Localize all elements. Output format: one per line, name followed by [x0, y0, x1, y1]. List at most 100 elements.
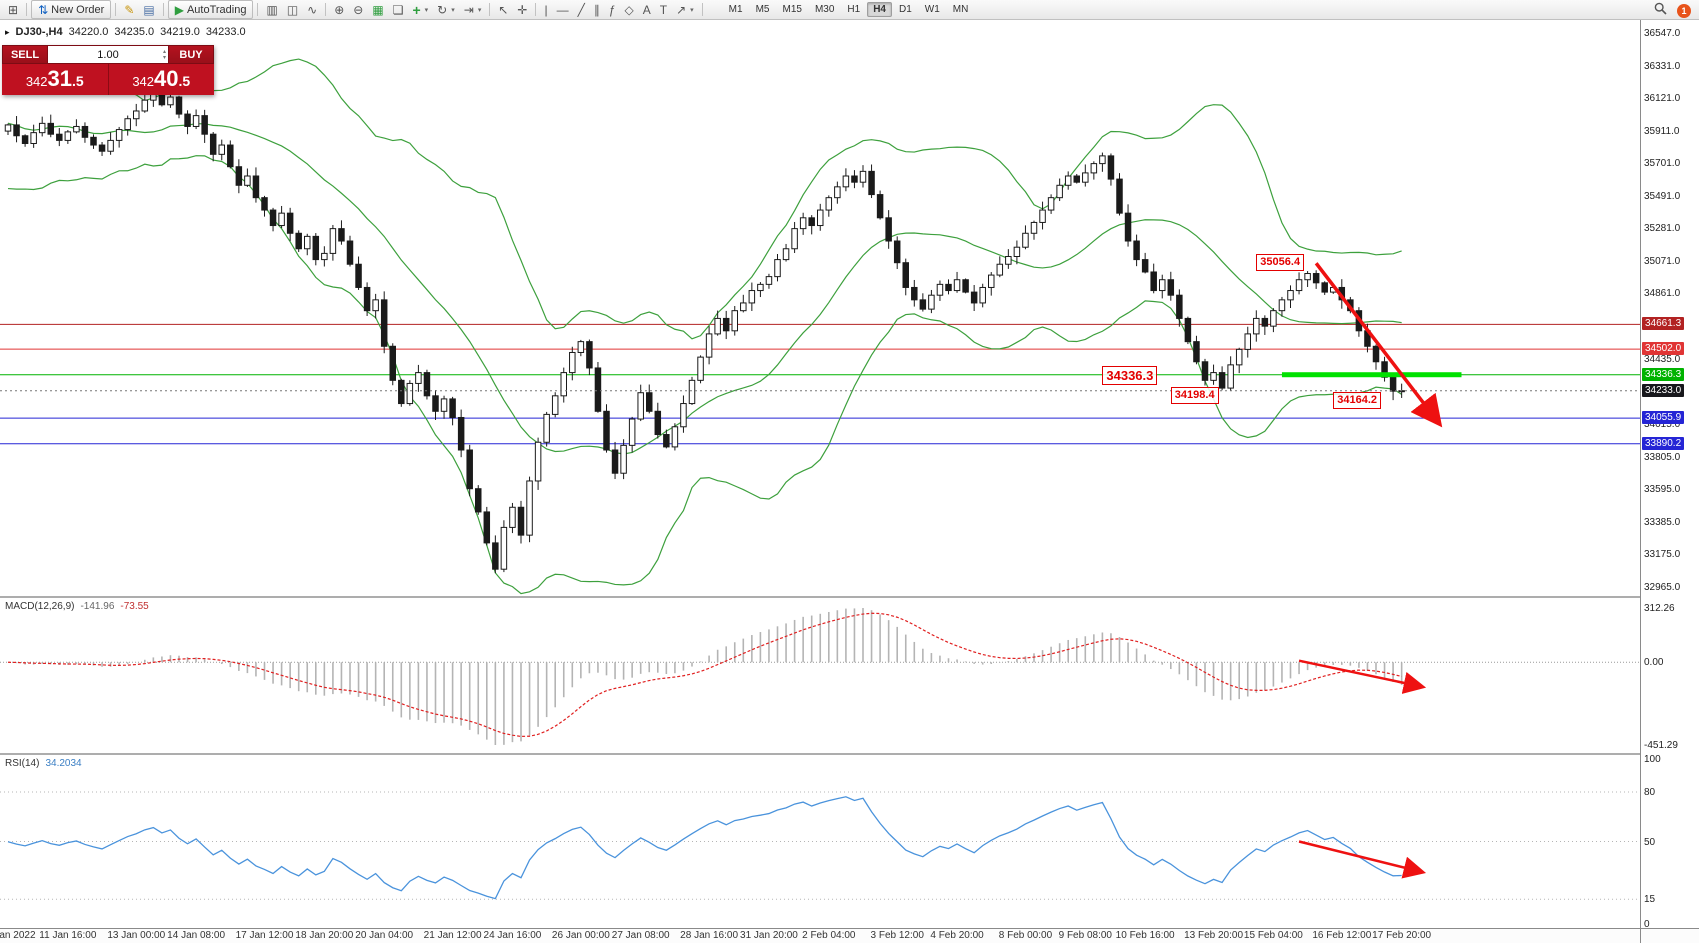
channel-button[interactable]: ∥	[590, 0, 604, 19]
macd-scale-min: -451.29	[1644, 740, 1678, 751]
new-order-button-label: New Order	[51, 3, 105, 16]
time-axis-label: 20 Jan 04:00	[355, 930, 414, 941]
market-watch-button[interactable]: ▤	[139, 0, 158, 19]
buy-price[interactable]: 342 40.5	[109, 64, 215, 95]
rsi-scale-label: 100	[1644, 754, 1661, 765]
macd-name: MACD(12,26,9)	[5, 601, 75, 612]
price-digits: .5	[72, 73, 84, 89]
timeframe-m5[interactable]: M5	[755, 4, 770, 15]
tile-windows-button[interactable]: ▦	[368, 0, 387, 19]
profiles-button-dropdown[interactable]: ▾	[451, 6, 455, 14]
macd-title: MACD(12,26,9) -141.96 -73.55	[5, 601, 149, 612]
text-label-button[interactable]: T	[656, 0, 671, 19]
timeframe-d1[interactable]: D1	[898, 4, 912, 15]
macd-signal-value: -73.55	[120, 601, 149, 612]
chart-shift-button[interactable]: ⇥ ▾	[460, 0, 486, 19]
zoom-out-button[interactable]: ⊖	[349, 0, 367, 19]
panel-splitter-macd[interactable]	[0, 596, 1641, 598]
cursor-icon: ↖	[498, 2, 509, 17]
price-tick-label: 33805.0	[1644, 451, 1681, 463]
price-axis[interactable]: 36547.0 36331.0 36121.0 35911.0 35701.0 35491…	[1640, 19, 1699, 930]
zoom-in-button[interactable]: ⊕	[330, 0, 348, 19]
indicators-button-dropdown[interactable]: ▾	[424, 6, 429, 14]
line-chart-button[interactable]: ∿	[303, 0, 321, 19]
panel-splitter-rsi[interactable]	[0, 753, 1641, 755]
volume-value[interactable]: 1.00	[97, 48, 119, 61]
rsi-value: 34.2034	[45, 758, 82, 769]
crosshair-button[interactable]: ✛	[513, 0, 531, 19]
shapes-button[interactable]: ◇	[621, 0, 638, 19]
level-price-label: 34336.3	[1642, 367, 1685, 381]
bar-chart-icon: ▥	[266, 2, 278, 17]
arrows-button-dropdown[interactable]: ▾	[690, 6, 694, 14]
timeframe-h4[interactable]: H4	[867, 2, 892, 17]
price-tick-label: 35911.0	[1644, 125, 1680, 137]
arrows-button[interactable]: ↗ ▾	[672, 0, 698, 19]
indicators-button[interactable]: + ▾	[408, 0, 432, 19]
new-chart-button[interactable]: ⊞	[4, 0, 22, 19]
timeframe-toolbar: M1 M5 M15 M30 H1 H4 D1 W1 MN	[723, 2, 975, 17]
profiles-button[interactable]: ↻ ▾	[433, 0, 459, 19]
buy-button[interactable]: BUY	[168, 45, 214, 64]
search-icon[interactable]	[1654, 2, 1667, 20]
cascade-windows-button[interactable]: ❏	[389, 0, 408, 19]
fibonacci-button[interactable]: ƒ	[605, 0, 620, 19]
price-tick-label: 34861.0	[1644, 288, 1681, 300]
text-icon: A	[642, 2, 651, 17]
rsi-trend-arrow	[1298, 840, 1427, 879]
autotrading-button[interactable]: ▶ AutoTrading	[167, 0, 254, 19]
candlestick-chart-button[interactable]: ◫	[283, 0, 302, 19]
vertical-line-button[interactable]: |	[540, 0, 551, 19]
candlestick-chart-icon: ◫	[286, 2, 299, 17]
metaeditor-button[interactable]: ✎	[120, 0, 138, 19]
timeframe-m15[interactable]: M15	[782, 4, 802, 15]
candles-group	[4, 85, 1405, 574]
bar-chart-button[interactable]: ▥	[262, 0, 281, 19]
ohlc-low: 34219.0	[160, 26, 200, 38]
zoom-in-icon: ⊕	[334, 2, 345, 17]
horizontal-line-button[interactable]: —	[553, 0, 573, 19]
toolbar-separator	[701, 3, 703, 16]
time-axis-label: 10 Jan 2022	[0, 930, 36, 941]
rsi-panel-canvas[interactable]	[0, 755, 1641, 928]
volume-field[interactable]: 1.00 ▴ ▾	[48, 45, 168, 64]
timeframe-mn[interactable]: MN	[952, 4, 969, 15]
sell-price[interactable]: 342 31.5	[2, 64, 109, 95]
text-button[interactable]: A	[639, 0, 655, 19]
fibonacci-icon: ƒ	[608, 2, 616, 17]
trendline-button[interactable]: ╱	[574, 0, 589, 19]
profiles-icon: ↻	[437, 2, 448, 17]
macd-panel-canvas[interactable]	[0, 598, 1641, 753]
macd-scale-max: 312.26	[1644, 603, 1675, 614]
price-tick-label: 35491.0	[1644, 190, 1681, 202]
cursor-button[interactable]: ↖	[494, 0, 512, 19]
volume-decrease-button[interactable]: ▾	[162, 54, 166, 61]
price-digits: 31	[47, 66, 72, 91]
new-order-button[interactable]: ⇅ New Order	[31, 0, 112, 19]
metaeditor-icon: ✎	[124, 2, 135, 17]
price-tick-label: 36547.0	[1644, 27, 1681, 39]
line-chart-icon: ∿	[307, 2, 318, 17]
chart-shift-button-dropdown[interactable]: ▾	[477, 6, 482, 14]
notification-badge[interactable]: 1	[1677, 4, 1691, 18]
price-chart-canvas[interactable]	[0, 19, 1641, 596]
volume-increase-button[interactable]: ▴	[162, 48, 166, 55]
price-tick-label: 35701.0	[1644, 158, 1681, 170]
time-axis-label: 9 Feb 08:00	[1058, 930, 1112, 941]
timeframe-m1[interactable]: M1	[728, 4, 743, 15]
sell-button[interactable]: SELL	[2, 45, 48, 64]
macd-signal-line	[7, 612, 1402, 738]
toolbar-separator	[535, 3, 537, 16]
chart-window: 35056.4 34336.3 34198.4 34164.2 ▸ DJ30-,H4 …	[0, 19, 1641, 943]
timeframe-w1[interactable]: W1	[924, 4, 940, 15]
price-tick-label: 33595.0	[1644, 484, 1681, 496]
trend-arrow	[1314, 262, 1443, 428]
timeframe-m30[interactable]: M30	[814, 4, 835, 15]
rsi-scale-label: 15	[1644, 894, 1656, 906]
bollinger-middle-band	[7, 122, 1402, 455]
vertical-line-icon: |	[544, 2, 548, 17]
timeframe-h1[interactable]: H1	[847, 4, 861, 15]
one-click-panel-toggle[interactable]: ▸	[5, 26, 10, 37]
trendline-icon: ╱	[577, 2, 585, 17]
